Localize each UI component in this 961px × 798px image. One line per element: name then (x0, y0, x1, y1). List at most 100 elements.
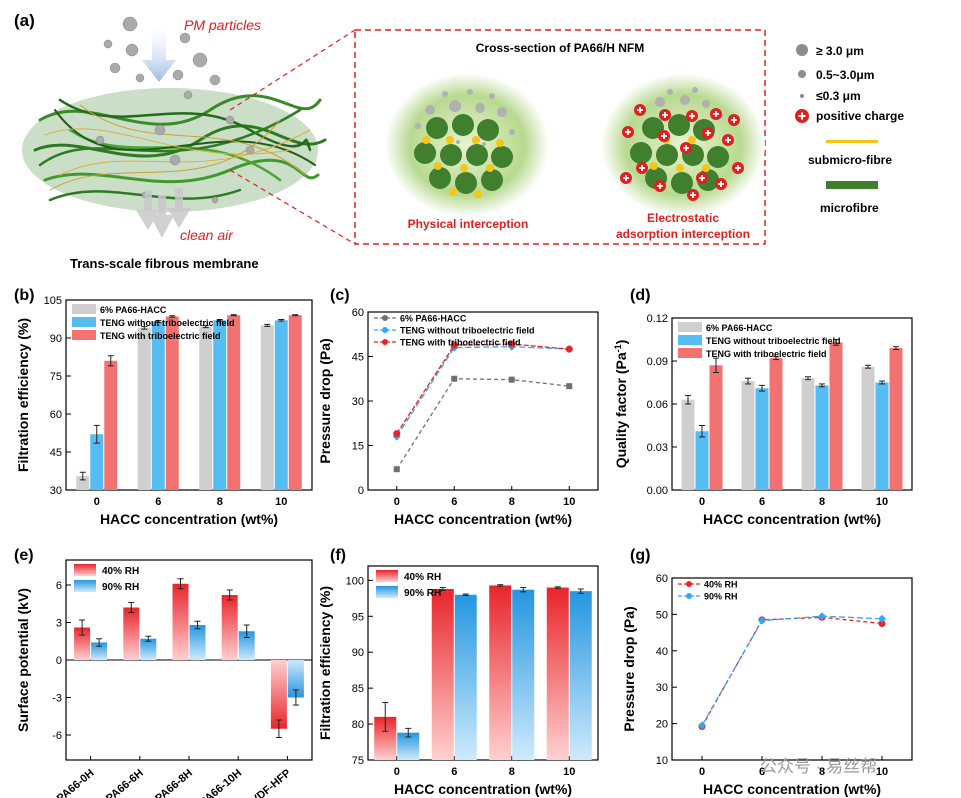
data-point (393, 430, 401, 438)
panel-label: (c) (330, 287, 350, 304)
x-tick-label: 6 (155, 496, 161, 508)
x-tick-label: 0 (699, 766, 705, 778)
data-point (566, 383, 573, 390)
y-tick-label: 60 (656, 573, 668, 585)
legend-label: 90% RH (102, 582, 139, 593)
zoom-line-bottom (229, 169, 356, 245)
x-tick-label: 6 (759, 496, 765, 508)
y-tick-label: 30 (352, 396, 364, 408)
y-axis-label: Quality factor (Pa-1) (613, 340, 629, 469)
cross-section-box (354, 29, 766, 245)
bar-6% PA66-HACC (260, 325, 274, 490)
bar-TENG with triboelectric field (769, 358, 783, 490)
x-axis-label: HACC concentration (wt%) (100, 511, 278, 527)
bar-40% RH (374, 716, 397, 760)
x-tick-label: 0 (394, 496, 400, 508)
data-point (508, 376, 515, 383)
legend-label: TENG without triboelectric field (100, 318, 235, 328)
legend-label: 40% RH (704, 580, 738, 590)
panel-a-label: (a) (14, 11, 35, 30)
plot-frame (671, 577, 913, 761)
physical-interception-label: Physical interception (408, 217, 529, 231)
legend-label: TENG with triboelectric field (706, 349, 827, 359)
legend-swatch (72, 317, 96, 327)
x-tick-label: PA66-10H (198, 767, 244, 798)
x-tick-label: 6 (451, 766, 457, 778)
bar-TENG with triboelectric field (829, 342, 843, 490)
x-tick-label: 10 (275, 496, 287, 508)
pm-particles-label: PM particles (184, 17, 261, 33)
zoom-line-top (229, 29, 356, 111)
y-axis-label: Pressure drop (Pa) (317, 338, 333, 463)
series-line-TENG with triboelectric field (396, 343, 570, 434)
legend-label: TENG without triboelectric field (706, 336, 841, 346)
y-tick-label: 0 (56, 655, 62, 667)
y-tick-label: 0.03 (647, 442, 668, 454)
legend-label: TENG with triboelectric field (400, 338, 521, 348)
bar-TENG without triboelectric field (815, 385, 829, 490)
x-tick-label: 10 (876, 766, 888, 778)
bar-TENG without triboelectric field (274, 320, 288, 490)
x-tick-label: PA66-6H (104, 767, 146, 798)
chart-d: 0.00 0.03 0.06 0.09 0.12 Quality factor (Pa-1… (613, 287, 913, 527)
legend-label: TENG with triboelectric field (100, 331, 221, 341)
bar-40% RH (221, 595, 238, 660)
data-point (878, 614, 886, 623)
bar-90% RH (397, 732, 420, 760)
bar-40% RH (431, 588, 454, 760)
clean-air-label: clean air (180, 227, 234, 243)
physical-interception-diagram: Physical interception (385, 73, 549, 231)
bar-6% PA66-HACC (741, 381, 755, 490)
legend-submicro-fibre-swatch (826, 140, 878, 143)
series-line-TENG without triboelectric field (396, 346, 570, 437)
x-axis-label: HACC concentration (wt%) (394, 511, 572, 527)
x-tick-label: PA66-8H (153, 767, 195, 798)
plot-frame (367, 565, 599, 761)
bar-TENG without triboelectric field (151, 321, 165, 490)
legend-large-particle-icon (796, 44, 808, 56)
bar-TENG with triboelectric field (709, 365, 723, 490)
legend-label: 40% RH (102, 566, 139, 577)
data-point (508, 340, 516, 348)
x-tick-label: 0 (94, 496, 100, 508)
data-point (698, 721, 706, 730)
y-tick-label: 10 (656, 755, 668, 767)
x-axis-label: HACC concentration (wt%) (703, 781, 881, 797)
y-tick-label: 105 (44, 295, 62, 307)
legend-label: 6% PA66-HACC (100, 305, 167, 315)
legend-large-label: ≥ 3.0 μm (816, 44, 864, 58)
bar-90% RH (91, 642, 108, 660)
legend-swatch (678, 335, 702, 345)
y-axis-label: Filtration efficiency (%) (15, 318, 31, 472)
x-axis-label: HACC concentration (wt%) (703, 511, 881, 527)
y-tick-label: 90 (352, 647, 364, 659)
bar-90% RH (189, 625, 206, 660)
y-tick-label: 20 (656, 719, 668, 731)
bar-90% RH (569, 591, 592, 760)
y-axis-label: Surface potential (kV) (15, 588, 31, 732)
bar-6% PA66-HACC (76, 476, 90, 490)
electrostatic-label-line2: adsorption interception (616, 227, 750, 241)
bar-40% RH (270, 660, 287, 729)
y-tick-label: 95 (352, 611, 364, 623)
legend-positive-charge-icon (795, 109, 809, 123)
legend-medium-particle-icon (798, 70, 806, 78)
bar-TENG with triboelectric field (227, 315, 241, 490)
bar-TENG without triboelectric field (90, 434, 104, 490)
x-tick-label: 0 (699, 496, 705, 508)
x-axis-label: HACC concentration (wt%) (394, 781, 572, 797)
cross-section-title: Cross-section of PA66/H NFM (476, 41, 644, 55)
legend-label: 6% PA66-HACC (706, 323, 773, 333)
legend-label: TENG without triboelectric field (400, 326, 535, 336)
watermark: 公众号 · 易丝帮 (760, 757, 877, 776)
panel-a-legend: ≥ 3.0 μm 0.5~3.0μm ≤0.3 μm positive char… (795, 44, 904, 215)
y-tick-label: 60 (352, 307, 364, 319)
y-tick-label: 6 (56, 580, 62, 592)
legend-label: 90% RH (404, 588, 441, 599)
y-tick-label: 75 (50, 371, 62, 383)
legend-swatch (72, 304, 96, 314)
legend-small-label: ≤0.3 μm (816, 89, 861, 103)
